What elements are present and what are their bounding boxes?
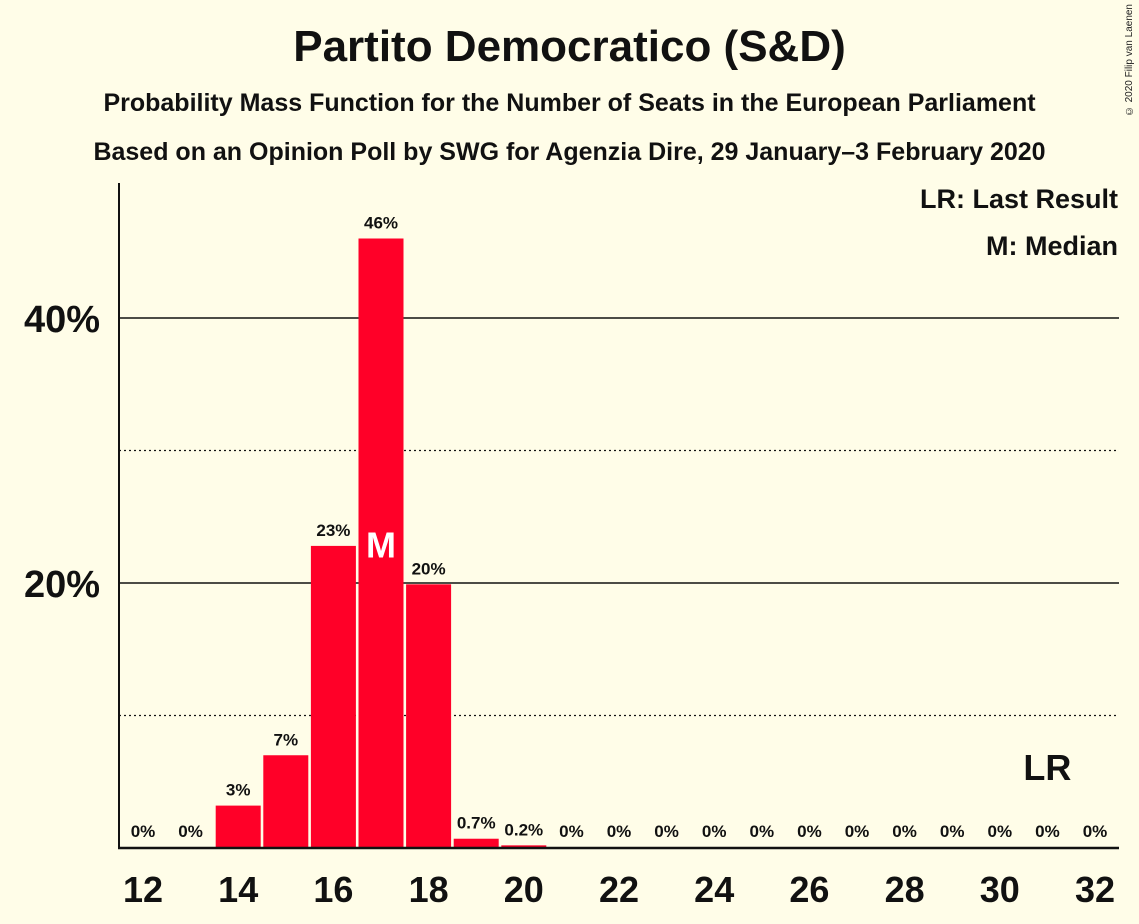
- median-marker: M: [366, 524, 396, 565]
- data-label-31: 0%: [1035, 822, 1060, 841]
- x-tick-label: 16: [313, 869, 353, 910]
- bar-16: [310, 545, 356, 848]
- bar-14: [215, 805, 261, 848]
- median-marker-outline: M: [366, 524, 396, 565]
- data-label-22: 0%: [607, 822, 632, 841]
- bar-15: [263, 755, 309, 848]
- data-label-17: 46%: [364, 214, 398, 233]
- data-label-16: 23%: [316, 521, 350, 540]
- data-label-14: 3%: [226, 781, 251, 800]
- chart-subtitle: Probability Mass Function for the Number…: [103, 89, 1036, 117]
- x-tick-label: 20: [504, 869, 544, 910]
- data-label-12: 0%: [131, 822, 156, 841]
- x-tick-label: 30: [980, 869, 1020, 910]
- data-label-23: 0%: [654, 822, 679, 841]
- data-label-26: 0%: [797, 822, 822, 841]
- x-tick-label: 26: [789, 869, 829, 910]
- bar-17: [358, 238, 404, 848]
- bar-19: [453, 838, 499, 848]
- data-label-19: 0.7%: [457, 814, 496, 833]
- data-label-24: 0%: [702, 822, 727, 841]
- data-label-15: 7%: [274, 730, 299, 749]
- last-result-marker: LR: [1023, 747, 1071, 788]
- x-tick-label: 12: [123, 869, 163, 910]
- data-label-29: 0%: [940, 822, 965, 841]
- bar-18: [406, 584, 452, 848]
- legend-median: M: Median: [986, 231, 1118, 261]
- data-label-30: 0%: [988, 822, 1013, 841]
- legend-last-result: LR: Last Result: [919, 184, 1118, 214]
- x-tick-label: 32: [1075, 869, 1115, 910]
- x-tick-label: 18: [409, 869, 449, 910]
- bar-20: [501, 845, 547, 848]
- data-label-18: 20%: [412, 559, 446, 578]
- x-tick-label: 14: [218, 869, 258, 910]
- x-tick-label: 28: [885, 869, 925, 910]
- x-tick-label: 24: [694, 869, 734, 910]
- data-label-13: 0%: [178, 822, 203, 841]
- data-label-25: 0%: [750, 822, 775, 841]
- x-tick-label: 22: [599, 869, 639, 910]
- data-label-28: 0%: [892, 822, 917, 841]
- data-label-32: 0%: [1083, 822, 1108, 841]
- y-tick-label: 40%: [24, 299, 100, 341]
- data-label-27: 0%: [845, 822, 870, 841]
- chart-title: Partito Democratico (S&D): [293, 22, 846, 71]
- y-tick-label: 20%: [24, 564, 100, 606]
- chart-source: Based on an Opinion Poll by SWG for Agen…: [93, 138, 1046, 166]
- data-label-21: 0%: [559, 822, 584, 841]
- data-label-20: 0.2%: [504, 820, 543, 839]
